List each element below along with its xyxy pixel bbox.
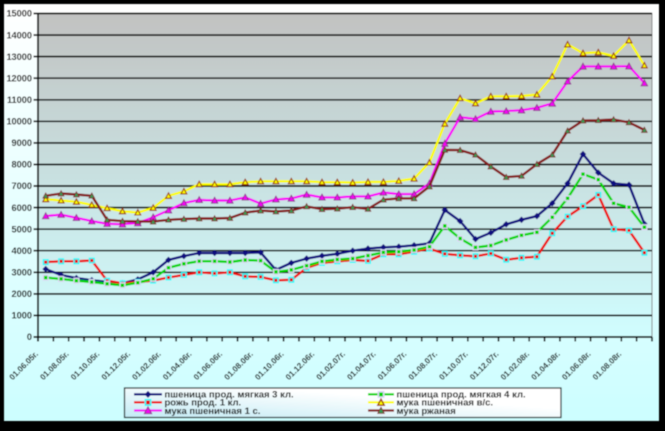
svg-text:4000: 4000	[12, 246, 32, 256]
svg-text:рожь прод. 1 кл.: рожь прод. 1 кл.	[165, 398, 242, 409]
svg-text:1000: 1000	[12, 311, 32, 321]
svg-text:2000: 2000	[12, 289, 32, 299]
svg-text:мука пшеничная 1 с.: мука пшеничная 1 с.	[165, 406, 261, 417]
svg-text:14000: 14000	[6, 30, 32, 40]
svg-text:6000: 6000	[12, 203, 32, 213]
svg-text:5000: 5000	[12, 224, 32, 234]
svg-text:13000: 13000	[6, 52, 32, 62]
svg-text:пшеница прод. мягкая 4 кл.: пшеница прод. мягкая 4 кл.	[397, 390, 526, 401]
svg-text:мука ржаная: мука ржаная	[397, 406, 456, 417]
svg-text:10000: 10000	[6, 117, 32, 127]
svg-text:пшеница прод. мягкая 3 кл.: пшеница прод. мягкая 3 кл.	[165, 390, 294, 401]
svg-text:7000: 7000	[12, 181, 32, 191]
svg-text:12000: 12000	[6, 73, 32, 83]
svg-text:9000: 9000	[12, 138, 32, 148]
svg-text:0: 0	[27, 332, 32, 342]
svg-text:15000: 15000	[6, 9, 32, 19]
svg-text:8000: 8000	[12, 160, 32, 170]
svg-text:3000: 3000	[12, 268, 32, 278]
svg-text:мука пшеничная в/с.: мука пшеничная в/с.	[397, 398, 494, 409]
svg-text:11000: 11000	[7, 95, 32, 105]
